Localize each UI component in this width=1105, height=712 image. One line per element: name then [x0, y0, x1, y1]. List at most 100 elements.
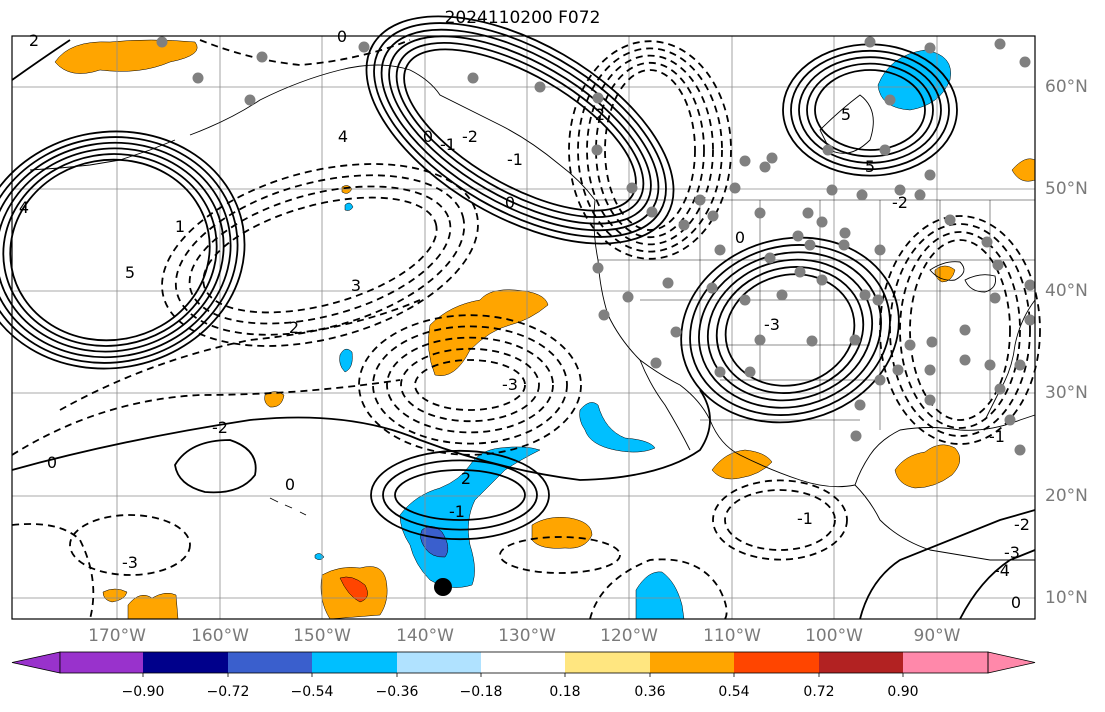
contour-label: -4	[994, 561, 1010, 580]
negative-contour	[595, 61, 705, 239]
plot-background	[12, 36, 1035, 619]
positive-contour	[790, 49, 950, 171]
colorbar-tick-label: 0.36	[634, 684, 666, 700]
positive-contour	[0, 147, 225, 353]
coastline	[964, 274, 996, 293]
station-dot	[838, 239, 850, 251]
longitude-label: 140°W	[396, 626, 454, 646]
longitude-label: 130°W	[498, 626, 556, 646]
longitude-label: 90°W	[913, 626, 961, 646]
positive-contour	[806, 62, 934, 158]
positive-contour	[403, 48, 637, 212]
station-dot	[744, 366, 756, 378]
station-dots	[156, 36, 1036, 456]
station-dot	[924, 42, 936, 54]
coastline	[299, 511, 307, 516]
positive-contour	[395, 41, 645, 219]
coastline	[984, 299, 1036, 421]
latitude-label: 40°N	[1045, 281, 1088, 301]
station-dot	[714, 244, 726, 256]
latitude-label: 20°N	[1045, 486, 1088, 506]
station-dot	[859, 289, 871, 301]
anomaly-region	[339, 348, 353, 373]
station-dot	[872, 294, 884, 306]
anomaly-region	[579, 402, 656, 453]
station-dot	[874, 244, 886, 256]
station-dot	[256, 51, 268, 63]
station-dot	[864, 36, 876, 48]
positive-contour	[798, 56, 942, 164]
coastline	[929, 261, 965, 281]
station-dot	[678, 219, 690, 231]
colorbar-tick-label: −0.18	[459, 684, 503, 700]
station-dot	[816, 274, 828, 286]
contour-label: 4	[338, 127, 348, 146]
negative-contour	[358, 314, 582, 456]
colorbar-tick-label: −0.36	[375, 684, 419, 700]
contour-label: 2	[461, 469, 471, 488]
station-dot	[892, 364, 904, 376]
positive-contour	[373, 22, 667, 238]
latitude-label: 10°N	[1045, 588, 1088, 608]
station-dot	[874, 374, 886, 386]
positive-contour	[0, 141, 232, 359]
contour-label: -1	[989, 427, 1005, 446]
station-dot	[904, 339, 916, 351]
negative-contour	[11, 523, 95, 620]
station-dot	[739, 294, 751, 306]
coastline	[593, 199, 856, 488]
station-dot	[1019, 56, 1031, 68]
station-dot	[856, 189, 868, 201]
longitude-label: 160°W	[191, 626, 249, 646]
station-dot	[764, 252, 776, 264]
station-dot	[622, 291, 634, 303]
station-dot	[959, 354, 971, 366]
negative-contour	[372, 325, 568, 445]
station-dot	[759, 161, 771, 173]
contour-label: 0	[47, 453, 57, 472]
contour-label: -3	[764, 315, 780, 334]
anomaly-shading	[54, 39, 1036, 620]
coastline	[189, 64, 596, 201]
station-dot	[156, 36, 168, 48]
negative-contour	[400, 347, 540, 423]
station-dot	[816, 216, 828, 228]
colorbar-segment	[903, 652, 988, 673]
station-dot	[981, 236, 993, 248]
contour-label: 3	[351, 276, 361, 295]
station-dot	[591, 144, 603, 156]
anomaly-region	[635, 571, 685, 620]
longitude-label: 110°W	[703, 626, 761, 646]
station-dot	[822, 144, 834, 156]
negative-contour	[188, 185, 452, 325]
station-dot	[849, 334, 861, 346]
lat-lon-grid	[12, 36, 1035, 619]
station-dot	[924, 364, 936, 376]
height-contours	[0, 15, 1041, 620]
colorbar-frame	[59, 651, 989, 674]
negative-contour	[199, 39, 411, 66]
station-dot	[1024, 279, 1036, 291]
positive-contour	[0, 130, 246, 370]
contour-label: -3	[502, 375, 518, 394]
contour-label: -1	[507, 150, 523, 169]
station-dot	[776, 289, 788, 301]
positive-contour	[174, 439, 257, 494]
colorbar-extend-right	[987, 651, 1036, 674]
station-dot	[1024, 314, 1036, 326]
contour-label: -2	[1014, 515, 1030, 534]
station-dot	[694, 194, 706, 206]
contour-label: 5	[125, 263, 135, 282]
negative-contour	[724, 489, 836, 551]
station-dot	[944, 214, 956, 226]
positive-contour	[859, 509, 1036, 620]
negative-contour	[909, 239, 1011, 421]
station-dot	[467, 72, 479, 84]
station-dot	[714, 366, 726, 378]
station-dot	[626, 182, 638, 194]
colorbar-extend-left	[11, 651, 61, 674]
positive-contour	[959, 549, 1036, 620]
anomaly-region	[531, 517, 593, 549]
colorbar-segment	[481, 652, 565, 673]
station-dot	[592, 92, 604, 104]
